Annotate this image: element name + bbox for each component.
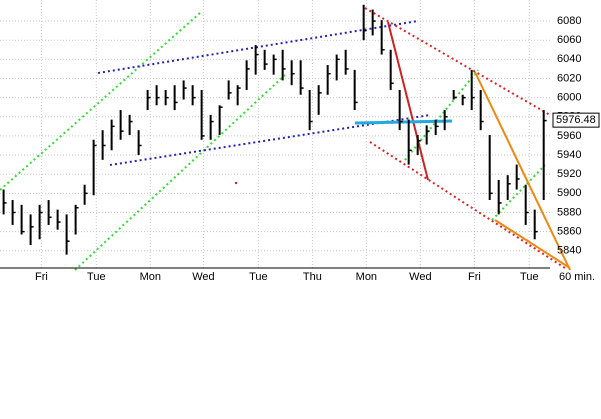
y-tick-label: 6000 [557,92,581,104]
last-price-label: 5976.48 [556,114,596,126]
x-tick-label: Mon [140,271,161,283]
y-tick-label: 6080 [557,15,581,27]
trendlines [0,7,571,271]
x-tick-label: Thu [303,271,322,283]
y-tick-label: 6020 [557,72,581,84]
y-tick-label: 6060 [557,34,581,46]
y-tick-label: 5920 [557,168,581,180]
y-tick-label: 5880 [557,206,581,218]
y-tick-label: 5860 [557,226,581,238]
x-tick-label: Tue [520,271,539,283]
x-tick-label: Wed [192,271,214,283]
x-tick-label: Fri [468,271,481,283]
y-tick-label: 6040 [557,53,581,65]
y-tick-label: 5840 [557,245,581,257]
last-price-box [552,112,600,128]
x-tick-label: Fri [35,271,48,283]
y-tick-label: 5960 [557,130,581,142]
x-tick-label: Mon [356,271,377,283]
x-tick-label: Wed [409,271,431,283]
x-tick-label: Tue [249,271,268,283]
x-tick-label: Tue [87,271,106,283]
y-tick-label: 5900 [557,187,581,199]
unit-label: 60 min. [559,271,595,283]
y-tick-label: 5940 [557,149,581,161]
